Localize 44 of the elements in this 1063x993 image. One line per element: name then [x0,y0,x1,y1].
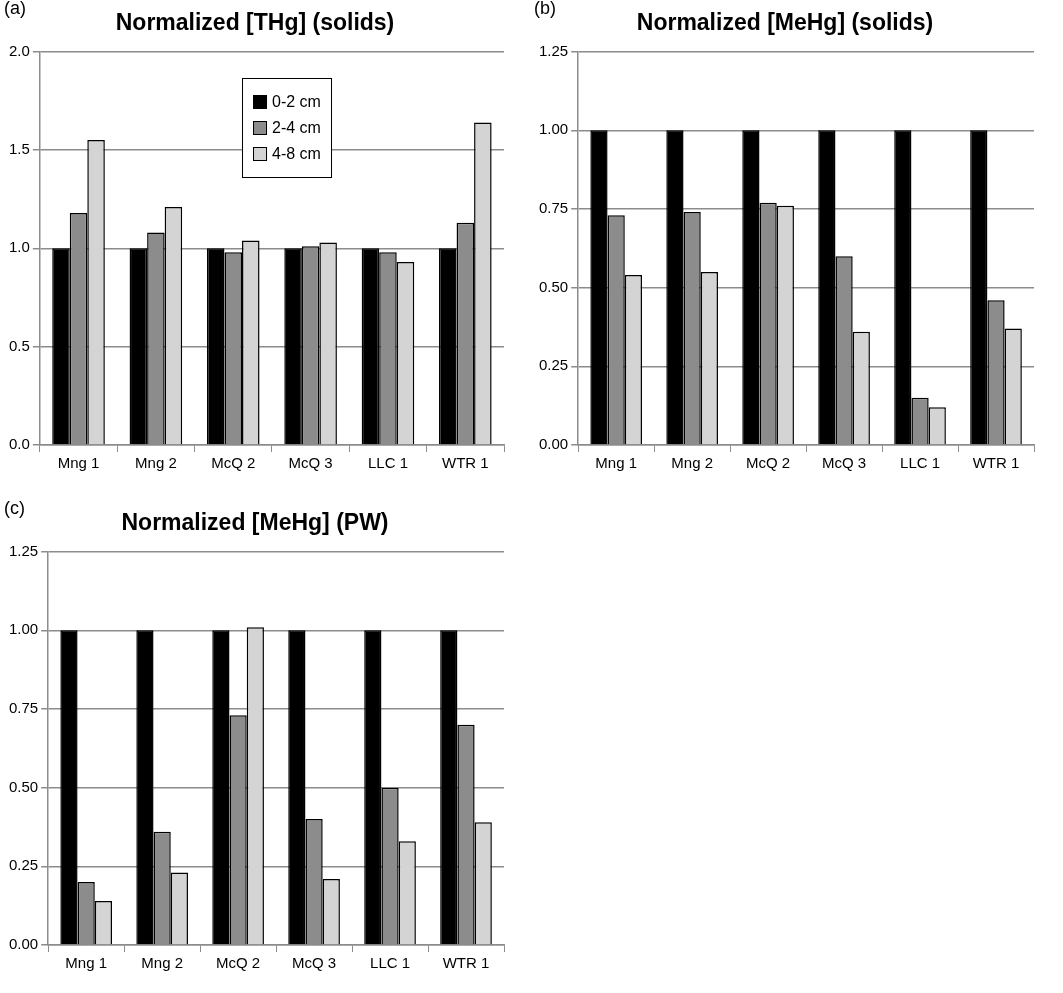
y-tick-label: 0.25 [538,356,569,374]
y-tick-label: 0.0 [8,435,30,453]
y-tick-label: 1.5 [8,140,30,158]
x-tick-label: Mng 2 [141,954,183,972]
x-tick-label: McQ 3 [291,954,337,972]
y-tick-label: 1.00 [8,620,39,638]
y-tick-label: 0.50 [8,777,39,795]
x-tick-label: Mng 2 [135,454,177,472]
x-tick-label: McQ 3 [821,454,867,472]
chart-title: Normalized [MeHg] (PW) [121,509,389,536]
x-tick-label: Mng 1 [57,454,100,472]
y-tick-label: 1.0 [8,238,30,256]
x-tick-label: Mng 1 [65,954,108,972]
chart-title: Normalized [MeHg] (solids) [636,9,934,36]
x-tick-label: LLC 1 [370,954,411,972]
y-tick-label: 0.50 [538,277,569,295]
x-tick-label: McQ 2 [211,454,256,472]
y-tick-label: 1.25 [538,41,569,59]
text: (b) [534,0,556,19]
y-tick-label: 1.00 [538,120,569,138]
y-tick-label: 0.75 [8,699,39,717]
y-tick-label: 2.0 [8,41,30,59]
x-tick-label: LLC 1 [900,454,941,472]
x-tick-label: WTR 1 [441,454,489,472]
y-tick-label: 0.00 [8,935,39,953]
x-tick-label: McQ 2 [746,454,791,472]
x-tick-label: WTR 1 [972,454,1020,472]
legend-label: 4-8 cm [272,145,321,163]
y-tick-label: 0.25 [8,856,39,874]
y-tick-label: 1.25 [8,541,39,559]
y-tick-label: 0.75 [538,199,569,217]
legend-label: 2-4 cm [272,119,321,137]
x-tick-label: WTR 1 [442,954,490,972]
legend-label: 0-2 cm [272,93,321,111]
y-tick-label: 0.00 [538,435,569,453]
text: (c) [4,498,25,519]
chart-title: Normalized [THg] (solids) [115,9,395,36]
x-tick-label: Mng 1 [595,454,638,472]
x-tick-label: McQ 2 [216,954,261,972]
y-tick-label: 0.5 [8,336,30,354]
x-tick-label: Mng 2 [671,454,713,472]
x-tick-label: LLC 1 [367,454,408,472]
x-tick-label: McQ 3 [288,454,333,472]
text: (a) [4,0,26,19]
